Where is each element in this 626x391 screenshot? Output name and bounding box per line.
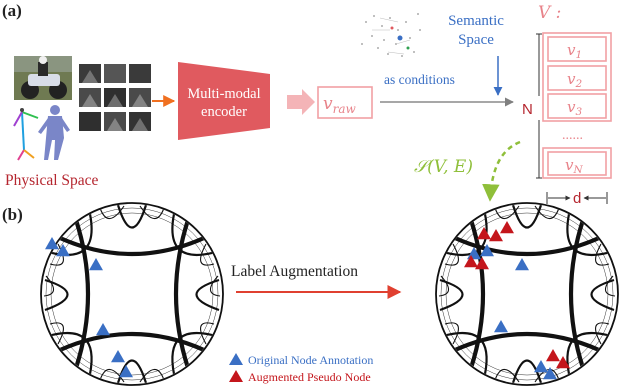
arrow-encoder-to-vraw [287, 89, 315, 115]
v-raw-box [317, 86, 373, 119]
original-node-marker [89, 258, 103, 271]
original-node-marker [119, 365, 133, 378]
original-node-marker [111, 350, 125, 363]
v-stack-lower-frame [542, 147, 612, 179]
original-node-markers [45, 237, 133, 378]
semantic-space-label-line2: Space [458, 32, 494, 48]
pseudo-node-marker [500, 221, 514, 234]
original-node-marker [56, 244, 70, 257]
physical-space-images [13, 56, 151, 161]
original-node-marker [515, 258, 529, 271]
v-stack-ellipsis: ...... [562, 128, 583, 143]
original-node-marker [96, 323, 110, 336]
node-box-n [547, 151, 607, 176]
pseudo-node-marker [464, 255, 478, 268]
pseudo-node-marker [489, 229, 503, 242]
label-augmentation-label: Label Augmentation [231, 263, 358, 280]
node-box-1 [547, 36, 607, 62]
multimodal-encoder [178, 62, 270, 140]
hyperbolic-disk-original [40, 202, 224, 386]
semantic-space-cloud [361, 13, 421, 57]
original-node-marker [494, 320, 508, 333]
pseudo-node-marker [556, 356, 570, 369]
physical-space-label: Physical Space [5, 172, 99, 189]
node-box-2 [547, 65, 607, 91]
pseudo-node-marker [475, 257, 489, 270]
encoder-label-line2: encoder [201, 104, 247, 120]
skeleton-figure [13, 108, 39, 161]
node-label-2: v2 [567, 70, 582, 90]
semantic-space-label-line1: Semantic [448, 13, 504, 29]
v-stack [542, 32, 612, 179]
as-conditions-label: as conditions [384, 72, 455, 87]
legend-original-label: Original Node Annotation [248, 353, 373, 367]
pseudo-node-marker [477, 227, 491, 240]
original-node-marker [480, 244, 494, 257]
graph-function-label: 𝒮(V, E) [414, 157, 473, 177]
original-node-marker [534, 360, 548, 373]
n-dimension-marker [536, 33, 542, 179]
augmented-node-markers [464, 221, 570, 380]
original-node-marker [543, 367, 557, 380]
legend-original-marker [229, 353, 243, 365]
legend-augmented-label: Augmented Pseudo Node [248, 370, 371, 384]
d-dimension-marker [546, 192, 608, 204]
human-mesh [38, 105, 70, 160]
panel-label-a: (a) [2, 1, 22, 20]
arrow-graph-dashed [482, 140, 521, 202]
original-node-marker [45, 237, 59, 250]
panel-label-b: (b) [2, 205, 23, 224]
encoder-label-line1: Multi-modal [187, 86, 260, 102]
photo-grid [79, 64, 151, 131]
legend-augmented-marker [229, 370, 243, 382]
n-label: N [522, 101, 533, 118]
node-label-3: v3 [567, 98, 582, 118]
node-label-1: v1 [567, 41, 582, 61]
node-box-3 [547, 93, 607, 119]
d-label: d [573, 190, 581, 207]
hyperbolic-disk-augmented [435, 202, 619, 386]
legend: Original Node Annotation Augmented Pseud… [229, 353, 373, 384]
node-label-n: vN [565, 156, 583, 176]
pseudo-node-marker [546, 349, 560, 362]
v-raw-label: vraw [323, 94, 357, 116]
v-stack-upper-frame [542, 32, 612, 122]
v-set-label: V : [538, 3, 561, 23]
